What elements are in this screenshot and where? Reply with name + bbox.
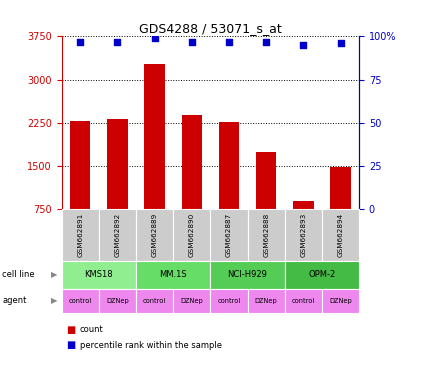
Point bbox=[151, 35, 158, 41]
Text: GSM662889: GSM662889 bbox=[152, 213, 158, 257]
Point bbox=[77, 39, 84, 45]
Text: DZNep: DZNep bbox=[329, 298, 352, 304]
Text: GSM662890: GSM662890 bbox=[189, 213, 195, 257]
Text: control: control bbox=[217, 298, 241, 304]
Text: GSM662891: GSM662891 bbox=[77, 213, 83, 257]
Bar bbox=[219, 122, 239, 253]
Point bbox=[263, 39, 269, 45]
Point bbox=[337, 40, 344, 46]
Text: ■: ■ bbox=[66, 340, 75, 350]
Text: DZNep: DZNep bbox=[255, 298, 278, 304]
Bar bbox=[256, 152, 276, 253]
Text: MM.1S: MM.1S bbox=[159, 270, 187, 280]
Text: GSM662887: GSM662887 bbox=[226, 213, 232, 257]
Text: DZNep: DZNep bbox=[106, 298, 129, 304]
Text: control: control bbox=[292, 298, 315, 304]
Text: NCI-H929: NCI-H929 bbox=[228, 270, 267, 280]
Title: GDS4288 / 53071_s_at: GDS4288 / 53071_s_at bbox=[139, 22, 282, 35]
Bar bbox=[181, 115, 202, 253]
Text: ▶: ▶ bbox=[51, 270, 57, 280]
Text: control: control bbox=[143, 298, 166, 304]
Text: count: count bbox=[80, 325, 104, 334]
Text: DZNep: DZNep bbox=[180, 298, 203, 304]
Text: GSM662893: GSM662893 bbox=[300, 213, 306, 257]
Point bbox=[114, 39, 121, 45]
Text: KMS18: KMS18 bbox=[85, 270, 113, 280]
Point bbox=[188, 39, 195, 45]
Bar bbox=[144, 64, 165, 253]
Point bbox=[226, 39, 232, 45]
Text: percentile rank within the sample: percentile rank within the sample bbox=[80, 341, 222, 350]
Point bbox=[300, 42, 307, 48]
Bar bbox=[330, 167, 351, 253]
Text: OPM-2: OPM-2 bbox=[308, 270, 336, 280]
Text: GSM662892: GSM662892 bbox=[114, 213, 120, 257]
Bar bbox=[107, 119, 127, 253]
Text: ▶: ▶ bbox=[51, 296, 57, 305]
Text: GSM662888: GSM662888 bbox=[263, 213, 269, 257]
Text: agent: agent bbox=[2, 296, 26, 305]
Text: GSM662894: GSM662894 bbox=[337, 213, 343, 257]
Text: control: control bbox=[68, 298, 92, 304]
Text: ■: ■ bbox=[66, 325, 75, 335]
Text: cell line: cell line bbox=[2, 270, 35, 280]
Bar bbox=[70, 121, 91, 253]
Bar bbox=[293, 201, 314, 253]
